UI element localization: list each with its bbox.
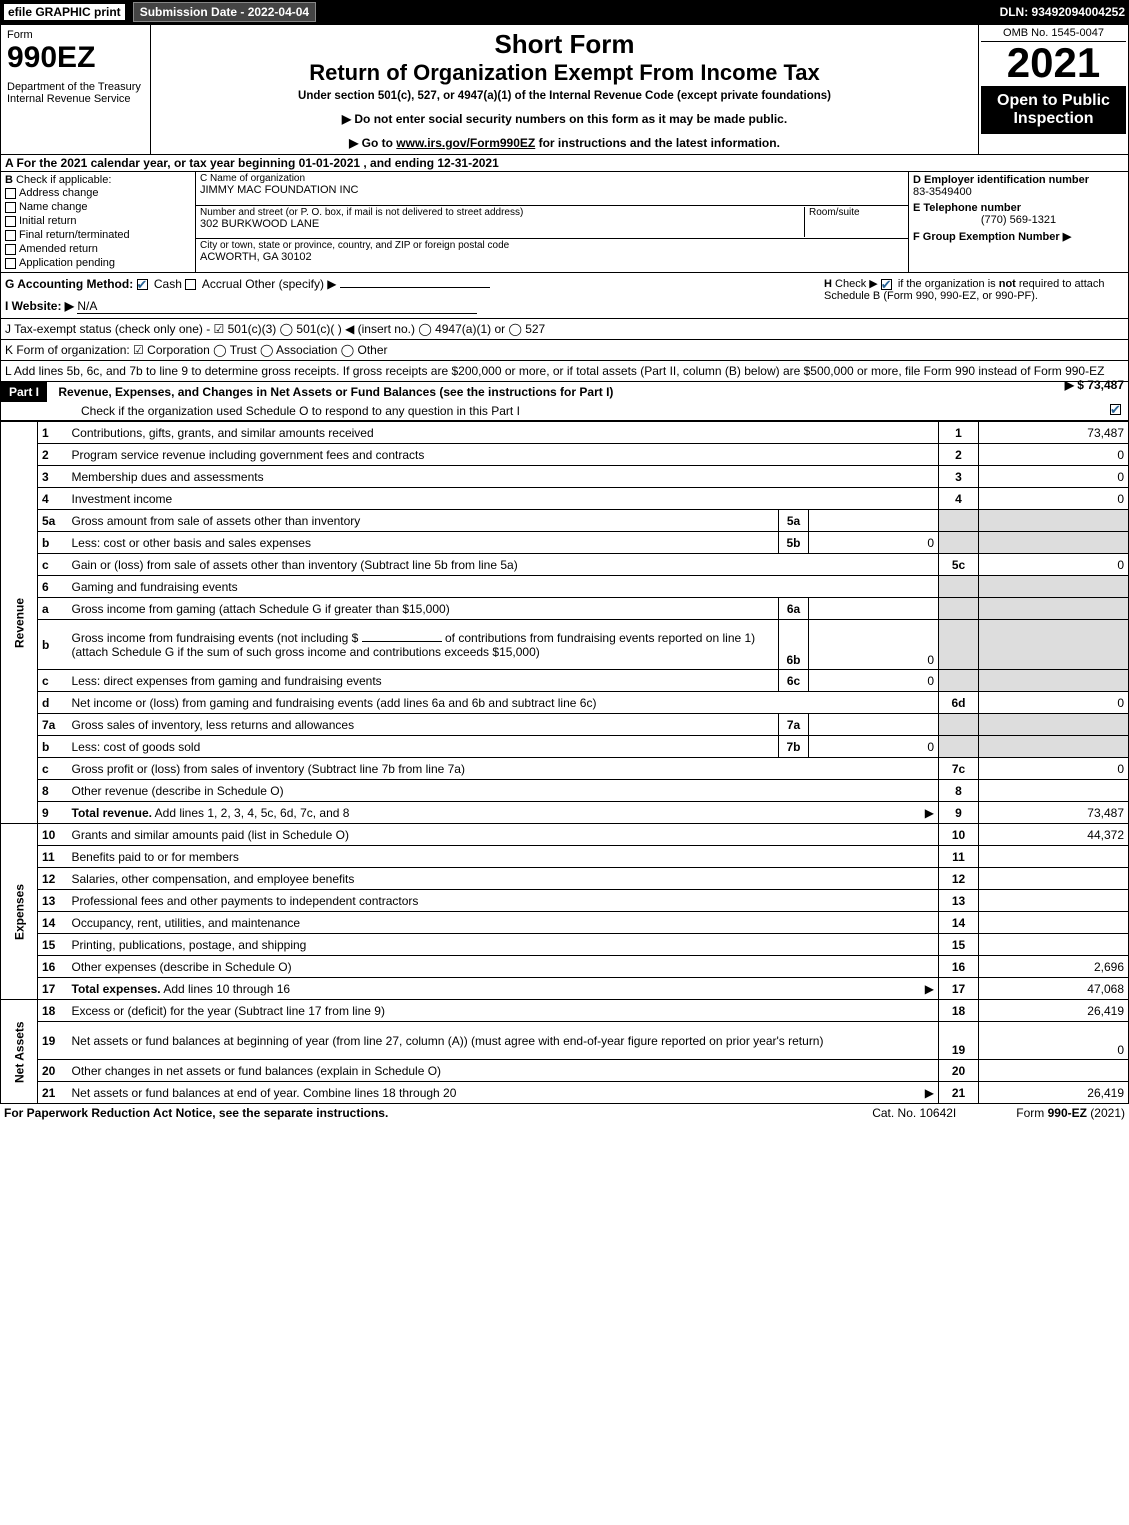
- checkbox-icon[interactable]: [5, 202, 16, 213]
- department: Department of the Treasury Internal Reve…: [7, 81, 144, 105]
- check-final[interactable]: Final return/terminated: [5, 228, 191, 242]
- part1-check-text: Check if the organization used Schedule …: [81, 404, 520, 418]
- part1-check-icon[interactable]: [1110, 404, 1121, 415]
- under-section: Under section 501(c), 527, or 4947(a)(1)…: [157, 90, 972, 102]
- check-name[interactable]: Name change: [5, 200, 191, 214]
- org-name-cell: C Name of organization JIMMY MAC FOUNDAT…: [196, 172, 908, 206]
- line-g: G Accounting Method: Cash Accrual Other …: [5, 277, 824, 314]
- ein: 83-3549400: [913, 186, 1124, 198]
- org-name: JIMMY MAC FOUNDATION INC: [200, 184, 904, 196]
- section-bcde: B Check if applicable: Address change Na…: [0, 172, 1129, 273]
- form-label: Form: [7, 29, 144, 41]
- header-left: Form 990EZ Department of the Treasury In…: [1, 25, 151, 154]
- other-specify-input[interactable]: [340, 287, 490, 288]
- l1-val: 73,487: [979, 422, 1129, 444]
- part1-header-row: Part I Revenue, Expenses, and Changes in…: [0, 382, 1129, 421]
- l-text: L Add lines 5b, 6c, and 7b to line 9 to …: [5, 364, 1104, 378]
- l-amount: ▶ $ 73,487: [1065, 378, 1124, 392]
- l1-ref: 1: [939, 422, 979, 444]
- e-label: E Telephone number: [913, 202, 1124, 214]
- street-cell: Number and street (or P. O. box, if mail…: [196, 206, 908, 240]
- header-center: Short Form Return of Organization Exempt…: [151, 25, 978, 154]
- goto-pre: ▶ Go to: [349, 136, 396, 150]
- open-to-public: Open to Public Inspection: [981, 86, 1126, 134]
- goto-note: ▶ Go to www.irs.gov/Form990EZ for instru…: [157, 136, 972, 150]
- line-k: K Form of organization: ☑ Corporation ◯ …: [0, 340, 1129, 361]
- section-de: D Employer identification number 83-3549…: [908, 172, 1128, 272]
- efile-label[interactable]: efile GRAPHIC print: [4, 4, 125, 20]
- i-label: I Website: ▶: [5, 299, 74, 313]
- part1-title: Revenue, Expenses, and Changes in Net As…: [58, 385, 613, 399]
- tax-year: 2021: [981, 42, 1126, 84]
- check-initial[interactable]: Initial return: [5, 214, 191, 228]
- part1-header: Part I: [1, 382, 47, 402]
- city: ACWORTH, GA 30102: [200, 251, 904, 263]
- part1-table: Revenue 1 Contributions, gifts, grants, …: [0, 421, 1129, 1104]
- section-b: B Check if applicable: Address change Na…: [1, 172, 196, 272]
- 6b-amount-input[interactable]: [362, 641, 442, 642]
- checkbox-h-icon[interactable]: [881, 279, 892, 290]
- header-right: OMB No. 1545-0047 2021 Open to Public In…: [978, 25, 1128, 154]
- section-a: A For the 2021 calendar year, or tax yea…: [0, 155, 1129, 172]
- paperwork-notice: For Paperwork Reduction Act Notice, see …: [4, 1106, 872, 1120]
- main-title: Return of Organization Exempt From Incom…: [157, 60, 972, 86]
- line-j: J Tax-exempt status (check only one) - ☑…: [0, 319, 1129, 340]
- g-label: G Accounting Method:: [5, 277, 133, 291]
- d-label: D Employer identification number: [913, 174, 1124, 186]
- city-cell: City or town, state or province, country…: [196, 239, 908, 272]
- netassets-label: Net Assets: [1, 1000, 38, 1104]
- website: N/A: [77, 299, 477, 314]
- check-if-label: Check if applicable:: [16, 174, 111, 186]
- f-label: F Group Exemption Number ▶: [913, 230, 1124, 243]
- part1-num: Part I: [9, 385, 39, 399]
- checkbox-icon[interactable]: [5, 230, 16, 241]
- room-label: Room/suite: [809, 207, 904, 218]
- city-label: City or town, state or province, country…: [200, 240, 904, 251]
- revenue-label: Revenue: [1, 422, 38, 824]
- b-label: B: [5, 174, 13, 186]
- top-bar: efile GRAPHIC print Submission Date - 20…: [0, 0, 1129, 24]
- check-amended[interactable]: Amended return: [5, 242, 191, 256]
- expenses-label: Expenses: [1, 824, 38, 1000]
- check-address[interactable]: Address change: [5, 186, 191, 200]
- page-footer: For Paperwork Reduction Act Notice, see …: [0, 1104, 1129, 1122]
- checkbox-icon[interactable]: [5, 216, 16, 227]
- row-gh: G Accounting Method: Cash Accrual Other …: [0, 273, 1129, 319]
- checkbox-icon[interactable]: [5, 244, 16, 255]
- street: 302 BURKWOOD LANE: [200, 218, 804, 230]
- line-l: L Add lines 5b, 6c, and 7b to line 9 to …: [0, 361, 1129, 382]
- dln: DLN: 93492094004252: [1000, 5, 1125, 19]
- l1-desc: Contributions, gifts, grants, and simila…: [72, 426, 374, 440]
- ssn-note: ▶ Do not enter social security numbers o…: [157, 112, 972, 126]
- phone: (770) 569-1321: [913, 214, 1124, 226]
- checkbox-icon[interactable]: [5, 258, 16, 269]
- cat-no: Cat. No. 10642I: [872, 1106, 956, 1120]
- goto-post: for instructions and the latest informat…: [535, 136, 780, 150]
- check-pending[interactable]: Application pending: [5, 256, 191, 270]
- line-h: H Check ▶ if the organization is not req…: [824, 277, 1124, 314]
- form-ref: Form 990-EZ (2021): [1016, 1106, 1125, 1120]
- checkbox-icon[interactable]: [5, 188, 16, 199]
- street-label: Number and street (or P. O. box, if mail…: [200, 207, 804, 218]
- irs-link[interactable]: www.irs.gov/Form990EZ: [396, 136, 535, 150]
- short-form-title: Short Form: [157, 29, 972, 60]
- checkbox-cash-icon[interactable]: [137, 279, 148, 290]
- section-c: C Name of organization JIMMY MAC FOUNDAT…: [196, 172, 908, 272]
- name-label: C Name of organization: [200, 173, 904, 184]
- l1-num: 1: [38, 422, 68, 444]
- form-header: Form 990EZ Department of the Treasury In…: [0, 24, 1129, 155]
- form-number: 990EZ: [7, 41, 144, 75]
- submission-date: Submission Date - 2022-04-04: [133, 2, 316, 22]
- checkbox-accrual-icon[interactable]: [185, 279, 196, 290]
